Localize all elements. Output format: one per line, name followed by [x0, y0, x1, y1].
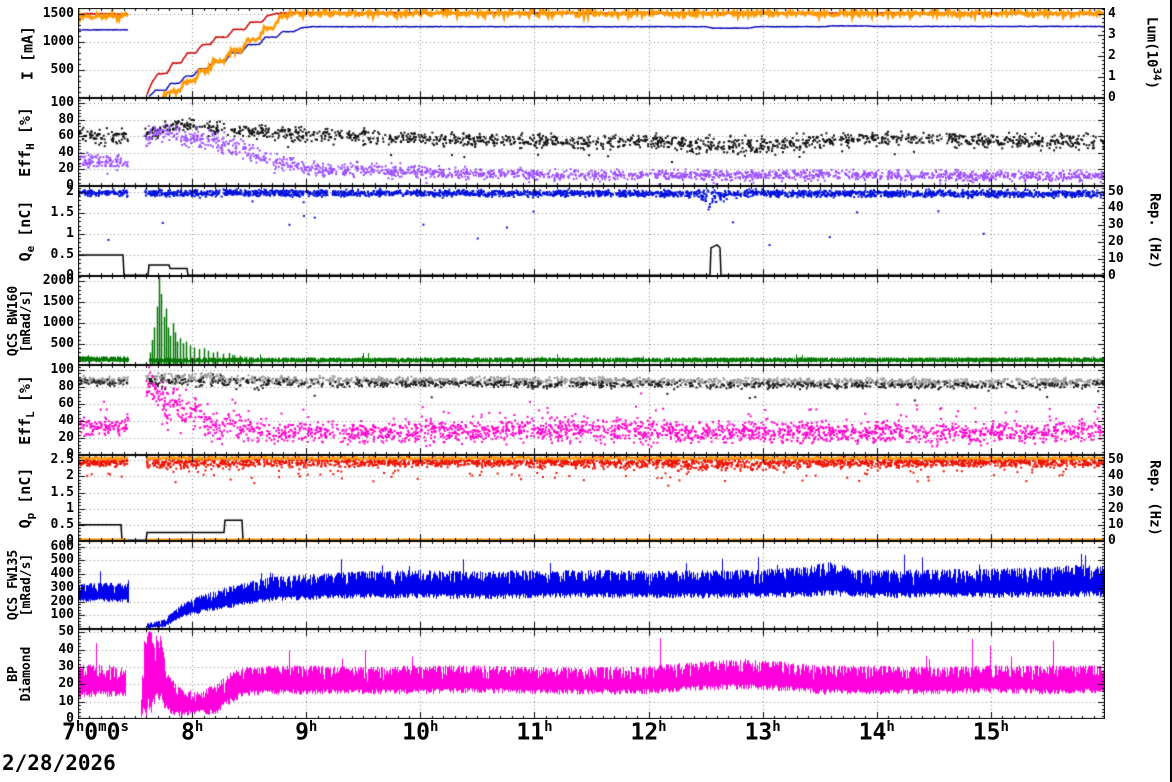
- x-tick-label: 12h: [630, 719, 667, 746]
- panel-canvas-QCSBW160: [78, 276, 1105, 365]
- right-tick-label: 3: [1108, 26, 1116, 42]
- x-tick-label: 7h0m0s: [62, 719, 129, 746]
- y-tick-label: 20: [58, 676, 74, 692]
- y-tick-label: 0: [66, 711, 74, 726]
- y-tick-label: 0: [66, 533, 74, 548]
- y-tick-label: 60: [58, 396, 74, 412]
- axis-title-Qe: Qe [nC]: [16, 200, 37, 262]
- y-tick-label: 100: [50, 94, 74, 110]
- y-tick-label: 40: [58, 641, 74, 657]
- y-tick-label: 0.5: [50, 246, 74, 262]
- right-axis-title-I: Lum(1034): [1143, 16, 1164, 90]
- y-tick-label: 500: [50, 61, 74, 77]
- right-tick-label: 30: [1108, 217, 1124, 233]
- y-tick-label: 2.5: [50, 452, 74, 468]
- right-tick-label: 10: [1108, 516, 1124, 532]
- y-tick-label: 600: [50, 538, 74, 554]
- y-tick-label: 2: [66, 183, 74, 199]
- y-tick-label: 1.5: [50, 484, 74, 500]
- right-tick-label: 30: [1108, 484, 1124, 500]
- axis-title-Qp: Qp [nC]: [16, 467, 37, 529]
- x-tick-label: 8h: [180, 719, 204, 746]
- y-tick-label: 20: [58, 161, 74, 177]
- panel-canvas-BPDiamond: [78, 629, 1105, 719]
- y-tick-label: 500: [50, 552, 74, 568]
- right-tick-label: 20: [1108, 234, 1124, 250]
- y-tick-label: 2000: [42, 273, 74, 289]
- panel-canvas-Qe: [78, 186, 1105, 276]
- y-tick-label: 10: [58, 693, 74, 709]
- y-tick-label: 60: [58, 128, 74, 144]
- panel-canvas-EffH: [78, 98, 1105, 186]
- right-tick-label: 50: [1108, 183, 1124, 199]
- axis-title-I: I [mA]: [18, 25, 37, 81]
- right-tick-label: 40: [1108, 200, 1124, 216]
- y-tick-label: 0: [66, 268, 74, 283]
- right-tick-label: 50: [1108, 452, 1124, 468]
- panel-canvas-Qp: [78, 455, 1105, 541]
- y-tick-label: 200: [50, 593, 74, 609]
- y-tick-label: 1: [66, 500, 74, 516]
- y-tick-label: 80: [58, 379, 74, 395]
- right-axis-title-Qp: Rep. (Hz): [1146, 460, 1163, 536]
- y-tick-label: 1.5: [50, 204, 74, 220]
- y-tick-label: 0: [66, 178, 74, 193]
- y-tick-label: 1500: [42, 294, 74, 310]
- date-label: 2/28/2026: [2, 751, 116, 775]
- panel-canvas-EffL: [78, 365, 1105, 455]
- y-tick-label: 1000: [42, 33, 74, 49]
- right-tick-label: 4: [1108, 5, 1116, 21]
- right-tick-label: 0: [1108, 533, 1116, 548]
- y-tick-label: 400: [50, 566, 74, 581]
- y-tick-label: 100: [50, 607, 74, 623]
- y-tick-label: 0.5: [50, 516, 74, 532]
- y-tick-label: 300: [50, 579, 74, 595]
- x-tick-label: 14h: [858, 719, 895, 746]
- y-tick-label: 20: [58, 430, 74, 446]
- y-tick-label: 1500: [42, 5, 74, 21]
- x-tick-label: 9h: [295, 719, 318, 746]
- y-tick-label: 50: [58, 624, 74, 640]
- axis-title-EffL: EffL [%]: [16, 375, 37, 445]
- panel-canvas-I: [78, 8, 1105, 98]
- right-axis-title-Qe: Rep. (Hz): [1146, 193, 1163, 269]
- x-tick-label: 13h: [744, 719, 781, 746]
- y-tick-label: 80: [58, 111, 74, 127]
- y-tick-label: 500: [50, 336, 74, 352]
- y-tick-label: 40: [58, 413, 74, 429]
- y-tick-label: 1000: [42, 315, 74, 331]
- y-tick-label: 1: [66, 225, 74, 241]
- x-tick-label: 10h: [402, 719, 439, 746]
- y-tick-label: 0: [66, 447, 74, 462]
- x-tick-label: 15h: [972, 719, 1009, 746]
- panel-canvas-QCSFW135: [78, 541, 1105, 629]
- y-tick-label: 30: [58, 659, 74, 675]
- axis-title-QCSBW160: QCS BW160 [mRad/s]: [6, 285, 34, 356]
- y-tick-label: 40: [58, 144, 74, 160]
- right-tick-label: 40: [1108, 468, 1124, 484]
- axis-title-BPDiamond: BP Diamond: [6, 646, 34, 702]
- axis-title-QCSFW135: QCS FW135 [mRad/s]: [6, 549, 34, 621]
- right-tick-label: 10: [1108, 251, 1124, 267]
- axis-title-EffH: EffH [%]: [16, 107, 37, 177]
- right-tick-label: 20: [1108, 500, 1124, 516]
- y-tick-label: 2: [66, 468, 74, 484]
- window-edge: [1170, 0, 1172, 782]
- x-tick-label: 11h: [516, 719, 553, 746]
- right-tick-label: 1: [1108, 68, 1116, 84]
- y-tick-label: 100: [50, 362, 74, 378]
- right-tick-label: 0: [1108, 268, 1116, 283]
- right-tick-label: 2: [1108, 47, 1116, 63]
- right-tick-label: 0: [1108, 90, 1116, 105]
